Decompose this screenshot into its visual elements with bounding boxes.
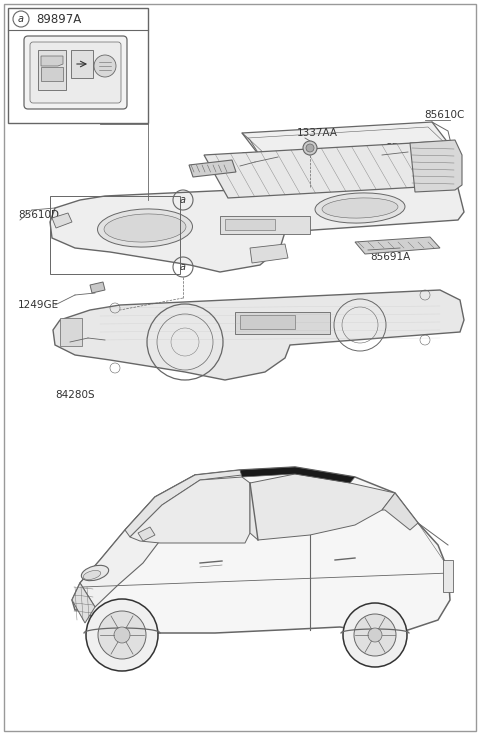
Polygon shape bbox=[41, 56, 63, 66]
Polygon shape bbox=[204, 142, 455, 198]
Polygon shape bbox=[52, 213, 72, 228]
Circle shape bbox=[354, 614, 396, 656]
Bar bbox=[71, 50, 93, 78]
Bar bbox=[220, 216, 310, 234]
Polygon shape bbox=[250, 474, 395, 540]
Text: a: a bbox=[18, 14, 24, 24]
Bar bbox=[443, 560, 453, 592]
Polygon shape bbox=[72, 583, 95, 623]
Text: a: a bbox=[180, 262, 186, 272]
Bar bbox=[50, 196, 180, 274]
Polygon shape bbox=[53, 290, 464, 380]
Polygon shape bbox=[250, 244, 288, 263]
Polygon shape bbox=[90, 282, 105, 293]
Polygon shape bbox=[410, 140, 462, 192]
Polygon shape bbox=[125, 470, 242, 537]
Polygon shape bbox=[72, 467, 450, 633]
FancyBboxPatch shape bbox=[24, 36, 127, 109]
Ellipse shape bbox=[315, 193, 405, 223]
Ellipse shape bbox=[83, 570, 101, 579]
Text: 85610C: 85610C bbox=[424, 110, 464, 120]
Polygon shape bbox=[50, 181, 464, 272]
Text: 85690: 85690 bbox=[385, 143, 418, 153]
Text: 85691A: 85691A bbox=[370, 252, 410, 262]
Polygon shape bbox=[242, 122, 452, 159]
Text: 84280S: 84280S bbox=[55, 390, 95, 400]
Polygon shape bbox=[130, 477, 250, 543]
Ellipse shape bbox=[322, 198, 398, 218]
Text: a: a bbox=[180, 195, 186, 205]
Polygon shape bbox=[189, 160, 236, 177]
Polygon shape bbox=[382, 493, 418, 530]
Bar bbox=[235, 312, 330, 334]
Bar bbox=[38, 50, 66, 90]
Text: 1337AA: 1337AA bbox=[297, 128, 338, 138]
Circle shape bbox=[303, 141, 317, 155]
Circle shape bbox=[86, 599, 158, 671]
Bar bbox=[8, 8, 148, 123]
Ellipse shape bbox=[104, 214, 186, 242]
Text: 1249GE: 1249GE bbox=[18, 300, 59, 310]
Polygon shape bbox=[80, 475, 220, 607]
FancyBboxPatch shape bbox=[30, 42, 121, 103]
Ellipse shape bbox=[81, 565, 108, 581]
Bar bbox=[240, 315, 295, 329]
Text: 85610D: 85610D bbox=[18, 210, 59, 220]
Circle shape bbox=[368, 628, 382, 642]
Bar bbox=[225, 219, 275, 230]
Bar bbox=[60, 318, 82, 346]
Polygon shape bbox=[240, 467, 355, 483]
Text: 89897A: 89897A bbox=[36, 12, 81, 26]
Bar bbox=[41, 67, 63, 81]
Polygon shape bbox=[138, 527, 155, 541]
Text: 85695: 85695 bbox=[240, 152, 273, 162]
Polygon shape bbox=[355, 237, 440, 254]
Ellipse shape bbox=[97, 209, 192, 247]
Circle shape bbox=[343, 603, 407, 667]
Circle shape bbox=[98, 611, 146, 659]
Circle shape bbox=[306, 144, 314, 152]
Circle shape bbox=[114, 627, 130, 643]
Circle shape bbox=[94, 55, 116, 77]
